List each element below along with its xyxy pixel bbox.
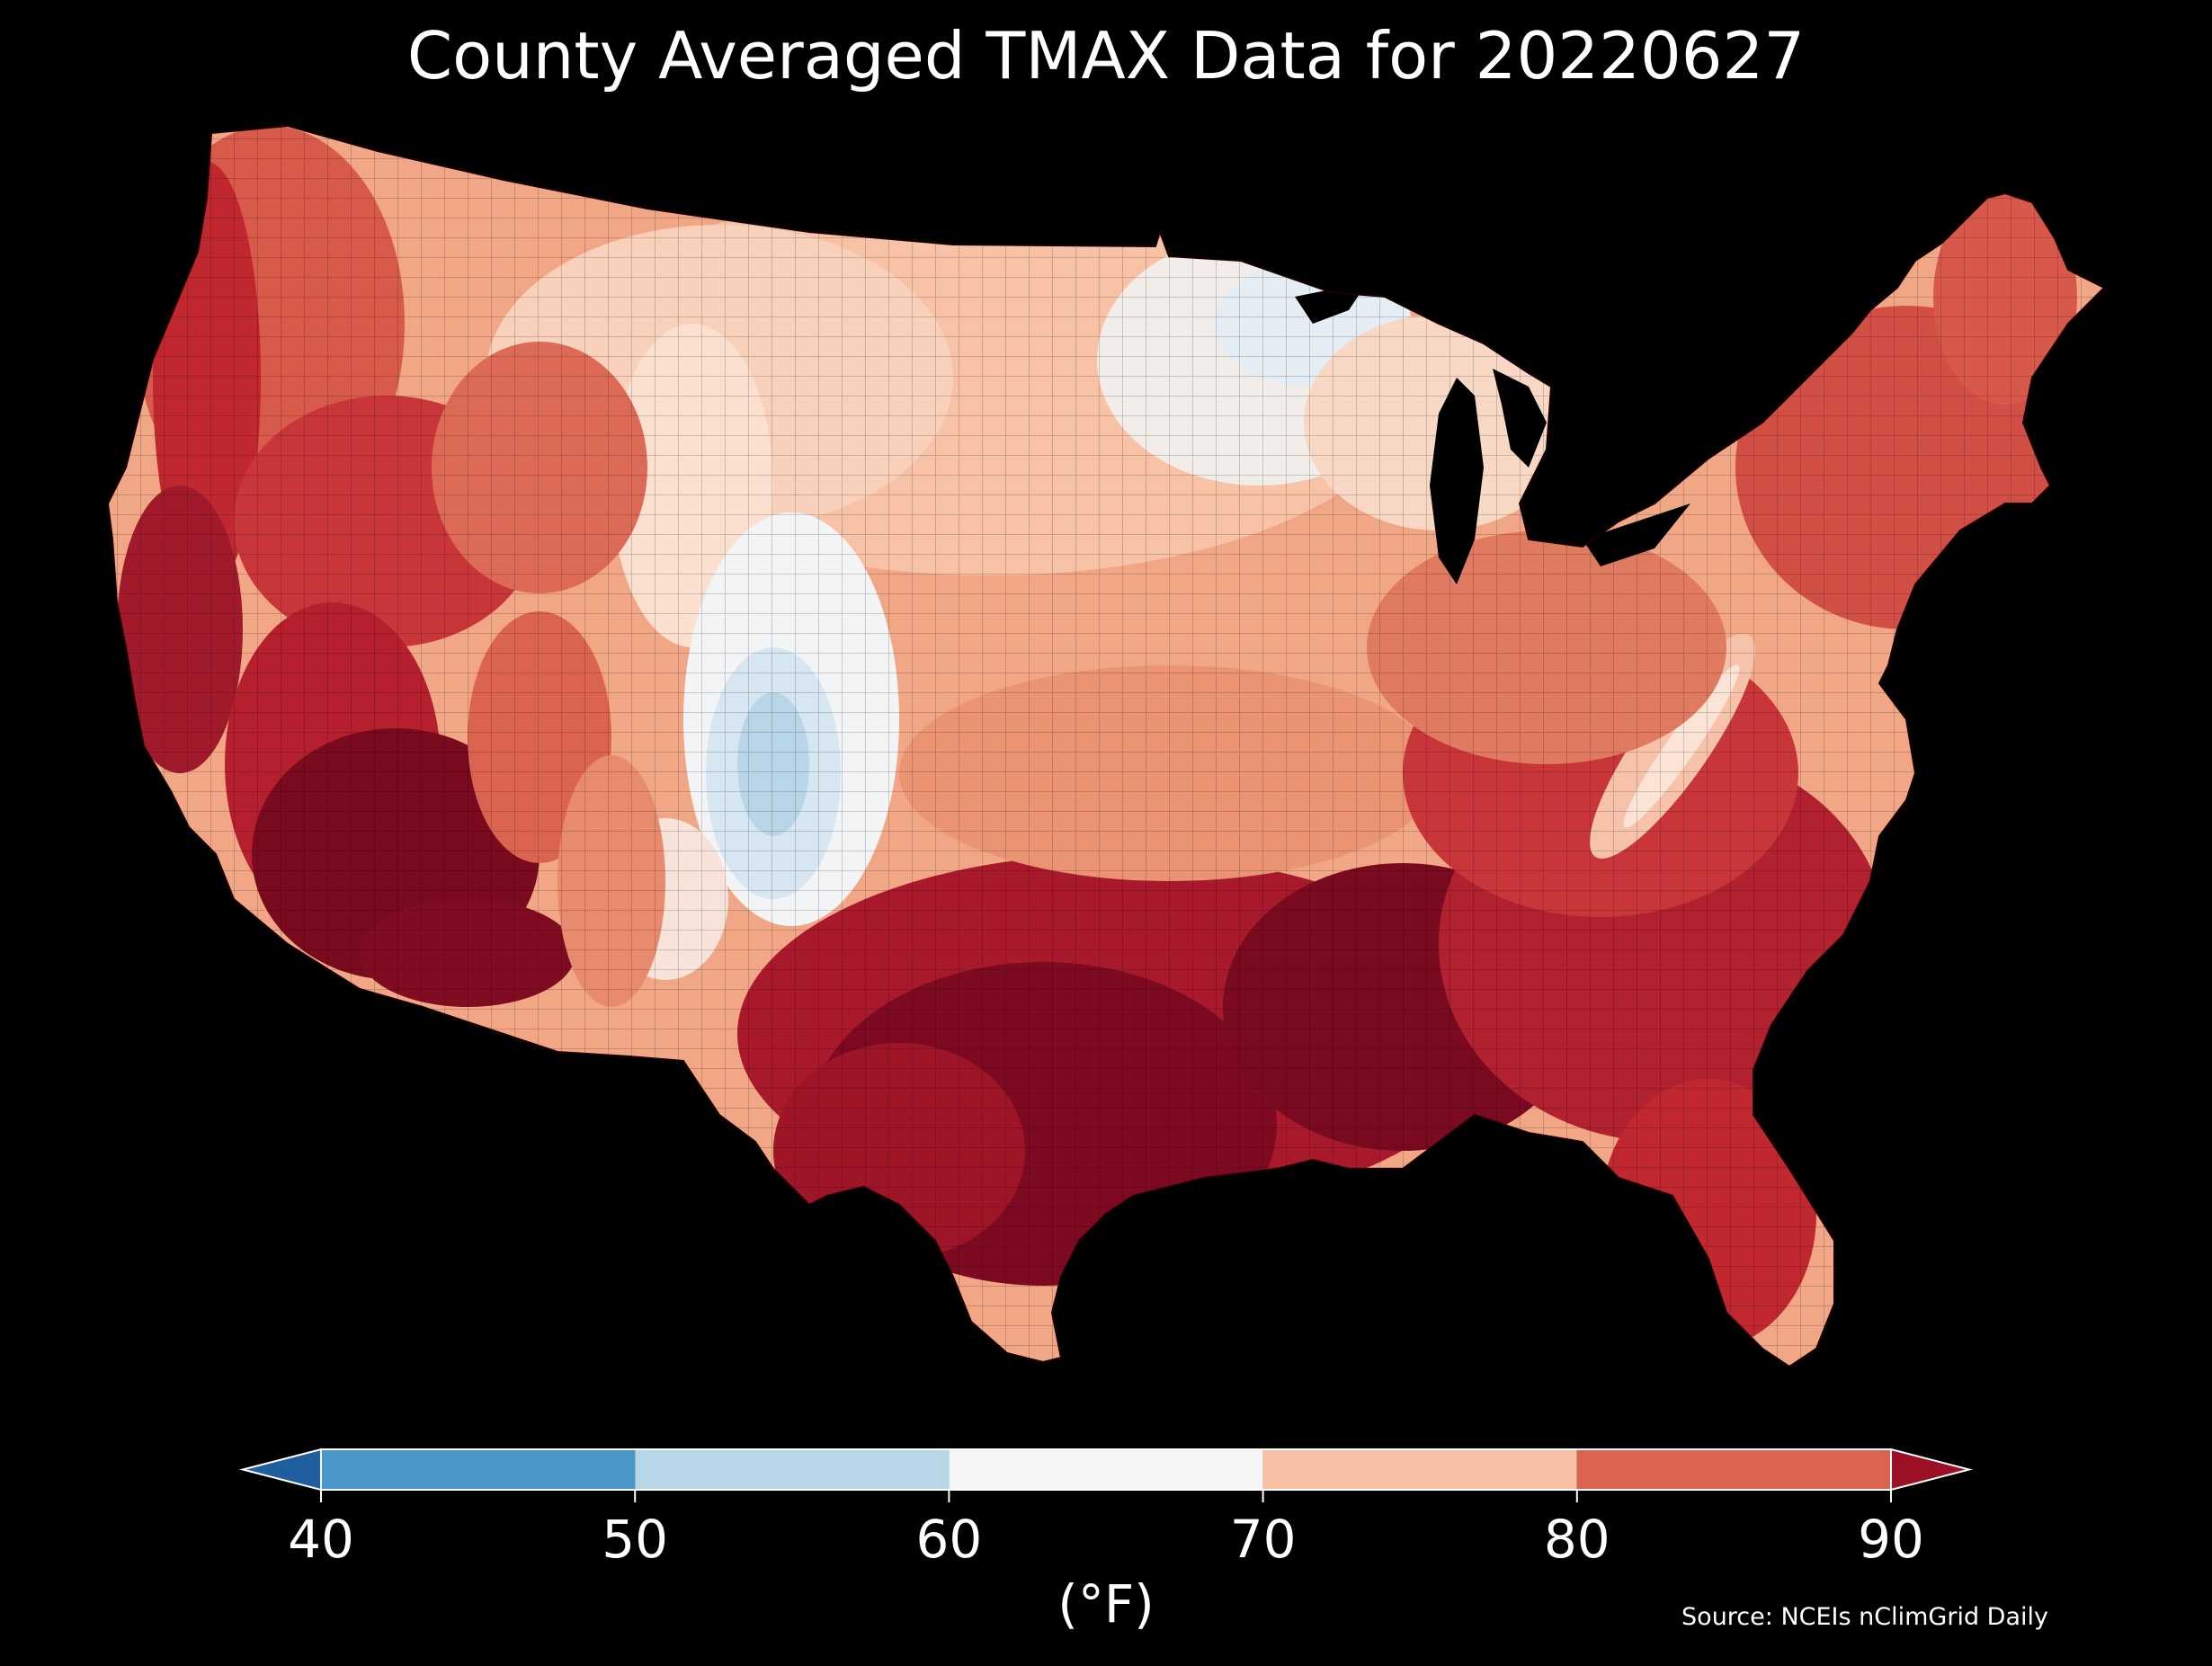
- colorbar-tick-label: 90: [1858, 1509, 1924, 1570]
- colorbar-bin: [949, 1449, 1263, 1490]
- colorbar-extend-low: [239, 1448, 322, 1492]
- colorbar-bin: [321, 1449, 636, 1490]
- colorbar-extend-high: [1890, 1448, 1973, 1492]
- colorbar-tick-label: 50: [602, 1509, 669, 1570]
- colorbar-tick-label: 70: [1229, 1509, 1297, 1570]
- colorbar-tick-label: 60: [915, 1509, 983, 1570]
- colorbar-bin: [1262, 1449, 1577, 1490]
- colorbar-frame: [320, 1448, 1892, 1491]
- colorbar-bin: [635, 1449, 950, 1490]
- map-title: County Averaged TMAX Data for 20220627: [406, 18, 1806, 94]
- colorbar-tick-label: 80: [1543, 1509, 1610, 1570]
- source-note: Source: NCEIs nClimGrid Daily: [1681, 1603, 2048, 1631]
- colorbar-bin: [1576, 1449, 1891, 1490]
- colorbar-tick-label: 40: [288, 1509, 354, 1570]
- colorbar-unit-label: (°F): [1057, 1573, 1155, 1635]
